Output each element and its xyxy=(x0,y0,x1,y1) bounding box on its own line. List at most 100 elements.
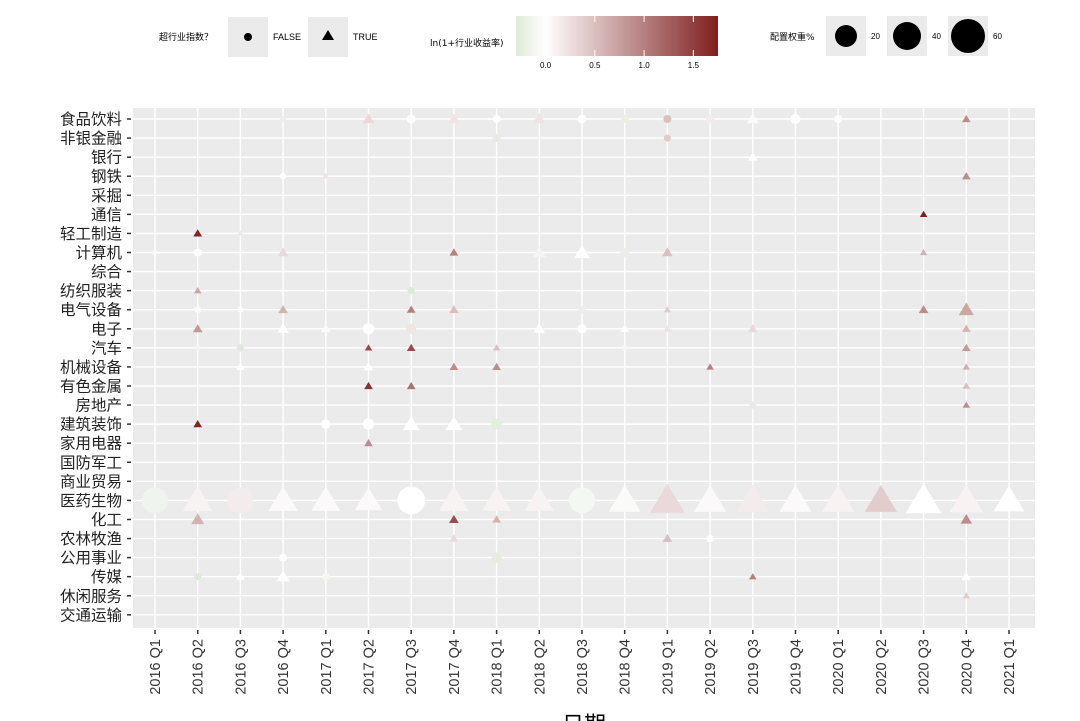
data-point-triangle xyxy=(277,247,289,257)
data-point-triangle xyxy=(905,483,942,514)
shape-legend-title: 超行业指数？ xyxy=(159,31,213,43)
size-40-circle-icon xyxy=(893,22,921,50)
data-point-triangle xyxy=(482,486,512,511)
data-point-triangle xyxy=(445,416,463,431)
y-tick-label: 农林牧渔 xyxy=(60,530,122,548)
data-point-circle xyxy=(569,487,595,514)
x-tick-label: 2019 Q3 xyxy=(746,639,762,695)
data-point-triangle xyxy=(961,343,971,351)
data-point-triangle xyxy=(961,572,972,581)
data-point-circle xyxy=(362,323,375,335)
y-tick-label: 传媒 xyxy=(91,568,123,586)
data-point-triangle xyxy=(532,112,546,124)
y-tick-label: 通信 xyxy=(91,206,122,224)
data-point-triangle xyxy=(864,485,898,512)
x-tick-label: 2019 Q1 xyxy=(660,639,676,695)
y-tick-label: 计算机 xyxy=(75,243,122,262)
data-point-triangle xyxy=(524,486,554,511)
plot-panel xyxy=(133,108,1035,628)
data-point-triangle xyxy=(449,305,459,314)
x-tick-label: 2018 Q4 xyxy=(618,639,634,695)
data-point-triangle xyxy=(961,114,971,123)
data-point-triangle xyxy=(236,572,245,580)
data-point-circle xyxy=(834,114,843,124)
y-tick-label: 电子 xyxy=(91,320,122,338)
x-tick-label: 2016 Q2 xyxy=(191,639,207,695)
y-tick-label: 房地产 xyxy=(75,397,122,415)
data-point-circle xyxy=(397,486,426,515)
data-point-triangle xyxy=(993,485,1025,512)
color-tick-label: 0.0 xyxy=(540,61,552,70)
data-point-circle xyxy=(279,115,287,123)
y-tick-label: 银行 xyxy=(91,149,122,167)
y-tick-label: 采掘 xyxy=(91,187,122,205)
y-tick-label: 医药生物 xyxy=(60,492,122,510)
data-point-circle xyxy=(279,173,287,180)
y-tick-label: 轻工制造 xyxy=(60,225,123,243)
data-point-triangle xyxy=(532,246,546,258)
data-point-triangle xyxy=(268,486,298,511)
data-point-circle xyxy=(406,114,416,124)
size-legend-label-40: 40 xyxy=(932,32,941,41)
data-point-triangle xyxy=(961,324,971,332)
x-axis-title: 日期 xyxy=(562,713,606,721)
data-point-circle xyxy=(323,173,329,179)
data-point-triangle xyxy=(960,513,973,524)
data-point-circle xyxy=(321,419,331,429)
y-tick-label: 纺织服装 xyxy=(60,282,122,300)
data-point-circle xyxy=(236,344,244,352)
data-point-triangle xyxy=(276,570,290,582)
data-point-triangle xyxy=(311,486,341,511)
y-tick-label: 综合 xyxy=(91,263,123,281)
data-point-triangle xyxy=(364,344,373,351)
y-tick-label: 商业贸易 xyxy=(60,473,122,491)
y-tick-label: 食品饮料 xyxy=(60,111,122,129)
data-point-circle xyxy=(577,114,587,124)
data-point-triangle xyxy=(608,485,641,512)
data-point-triangle xyxy=(362,113,375,124)
data-point-triangle xyxy=(492,344,501,351)
data-point-triangle xyxy=(918,305,929,314)
data-point-triangle xyxy=(448,113,460,124)
data-point-triangle xyxy=(193,287,202,294)
data-point-circle xyxy=(578,306,586,314)
shape-legend-false-label: FALSE xyxy=(273,32,301,42)
data-point-triangle xyxy=(649,483,685,513)
x-tick-label: 2019 Q2 xyxy=(703,639,719,695)
data-point-circle xyxy=(407,287,415,295)
data-point-triangle xyxy=(191,513,205,525)
data-point-triangle xyxy=(278,305,288,314)
data-point-triangle xyxy=(354,487,383,511)
y-tick-label: 建筑装饰 xyxy=(60,416,122,434)
size-20-circle-icon xyxy=(835,25,857,47)
size-legend-label-60: 60 xyxy=(993,32,1002,41)
y-tick-label: 休闲服务 xyxy=(60,587,122,605)
x-tick-label: 2017 Q1 xyxy=(319,639,335,695)
data-point-triangle xyxy=(962,592,971,599)
data-point-circle xyxy=(194,344,201,351)
y-tick-label: 公用事业 xyxy=(60,549,122,567)
data-point-triangle xyxy=(406,381,416,390)
data-point-circle xyxy=(194,306,202,314)
data-point-triangle xyxy=(736,484,770,513)
data-point-circle xyxy=(749,401,757,409)
data-point-circle xyxy=(621,344,628,351)
data-point-triangle xyxy=(958,302,974,316)
y-tick-label: 国防军工 xyxy=(60,454,122,472)
color-tick-label: 1.5 xyxy=(688,61,700,70)
color-legend-bar xyxy=(516,16,718,56)
size-60-circle-icon xyxy=(951,19,985,53)
x-tick-label: 2017 Q4 xyxy=(447,639,463,695)
x-tick-label: 2018 Q3 xyxy=(575,639,591,695)
data-point-triangle xyxy=(822,485,855,512)
data-point-circle xyxy=(142,487,168,514)
data-point-triangle xyxy=(363,362,374,371)
data-point-circle xyxy=(620,114,629,124)
data-point-triangle xyxy=(962,363,971,370)
data-point-triangle xyxy=(492,362,501,371)
circle-icon xyxy=(244,33,252,41)
data-point-triangle xyxy=(662,247,673,257)
data-point-circle xyxy=(620,248,630,257)
data-point-triangle xyxy=(663,306,672,313)
data-point-triangle xyxy=(364,381,373,390)
